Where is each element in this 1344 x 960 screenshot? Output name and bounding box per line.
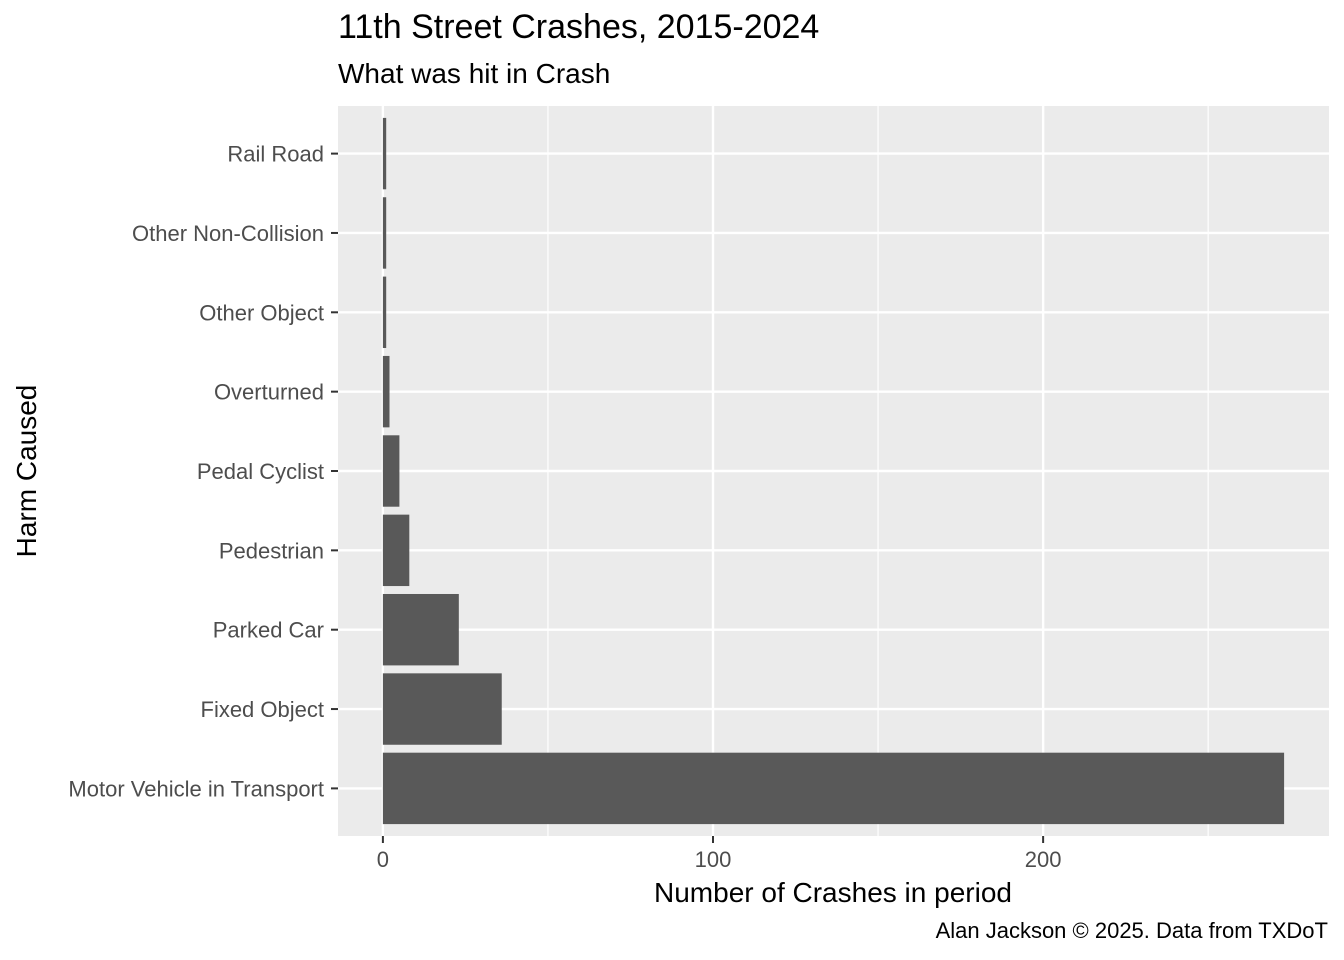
x-axis-title: Number of Crashes in period — [654, 877, 1012, 908]
y-tick-label: Pedal Cyclist — [197, 459, 324, 484]
x-tick-label: 200 — [1025, 847, 1062, 872]
y-tick-label: Pedestrian — [219, 538, 324, 563]
y-tick-label: Motor Vehicle in Transport — [68, 776, 324, 801]
y-axis: Motor Vehicle in Transport Fixed Object Pa… — [68, 142, 338, 801]
bar — [382, 435, 400, 507]
bar — [382, 514, 410, 587]
y-axis-title: Harm Caused — [11, 385, 42, 558]
y-tick-label: Rail Road — [227, 142, 324, 167]
bar — [382, 197, 387, 269]
chart-title: 11th Street Crashes, 2015-2024 — [338, 8, 820, 46]
bar — [382, 117, 387, 190]
bar — [382, 355, 390, 428]
bar — [382, 673, 502, 745]
x-axis: 0 100 200 — [377, 836, 1062, 872]
x-tick-label: 100 — [695, 847, 732, 872]
bars — [382, 117, 1285, 825]
y-tick-label: Other Object — [199, 300, 324, 325]
y-tick-label: Fixed Object — [201, 697, 325, 722]
y-tick-label: Parked Car — [213, 618, 324, 643]
chart-caption: Alan Jackson © 2025. Data from TXDoT — [935, 918, 1328, 943]
bar — [382, 276, 387, 349]
y-tick-label: Other Non-Collision — [132, 221, 324, 246]
chart-subtitle: What was hit in Crash — [338, 58, 611, 89]
x-tick-label: 0 — [377, 847, 389, 872]
y-tick-label: Overturned — [214, 380, 324, 405]
bar — [382, 752, 1285, 825]
bar — [382, 593, 459, 666]
